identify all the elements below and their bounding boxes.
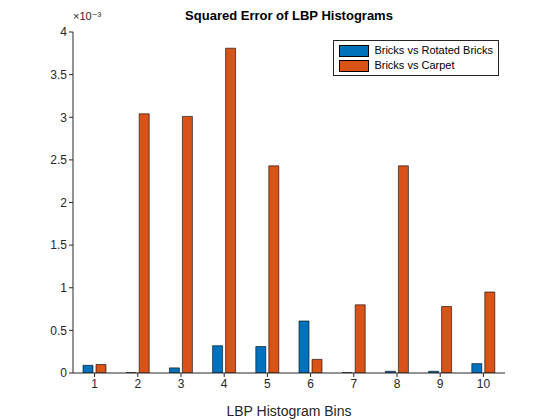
svg-text:9: 9 (437, 377, 444, 391)
html-text:Squared Error of LBP Histogram: Squared Error of LBP Histograms (185, 8, 393, 23)
svg-text:8: 8 (394, 377, 401, 391)
svg-text:0.5: 0.5 (50, 324, 67, 338)
svg-text:3: 3 (178, 377, 185, 391)
svg-text:2: 2 (134, 377, 141, 391)
svg-text:4: 4 (221, 377, 228, 391)
svg-text:2: 2 (60, 196, 67, 210)
svg-text:3: 3 (60, 111, 67, 125)
svg-text:10: 10 (477, 377, 491, 391)
svg-text:4: 4 (60, 25, 67, 39)
svg-text:1: 1 (60, 281, 67, 295)
svg-text:5: 5 (264, 377, 271, 391)
html-text:Bricks vs Carpet: Bricks vs Carpet (374, 59, 455, 71)
svg-text:7: 7 (350, 377, 357, 391)
svg-text:1.5: 1.5 (50, 238, 67, 252)
svg-text:0: 0 (60, 366, 67, 380)
svg-text:2.5: 2.5 (50, 153, 67, 167)
html-text:Bricks vs Rotated Bricks: Bricks vs Rotated Bricks (374, 44, 493, 56)
svg-text:LBP Histogram Bins: LBP Histogram Bins (226, 403, 351, 419)
svg-text:1: 1 (91, 377, 98, 391)
svg-text:3.5: 3.5 (50, 68, 67, 82)
svg-text:6: 6 (307, 377, 314, 391)
html-text:×10⁻³: ×10⁻³ (73, 10, 102, 22)
